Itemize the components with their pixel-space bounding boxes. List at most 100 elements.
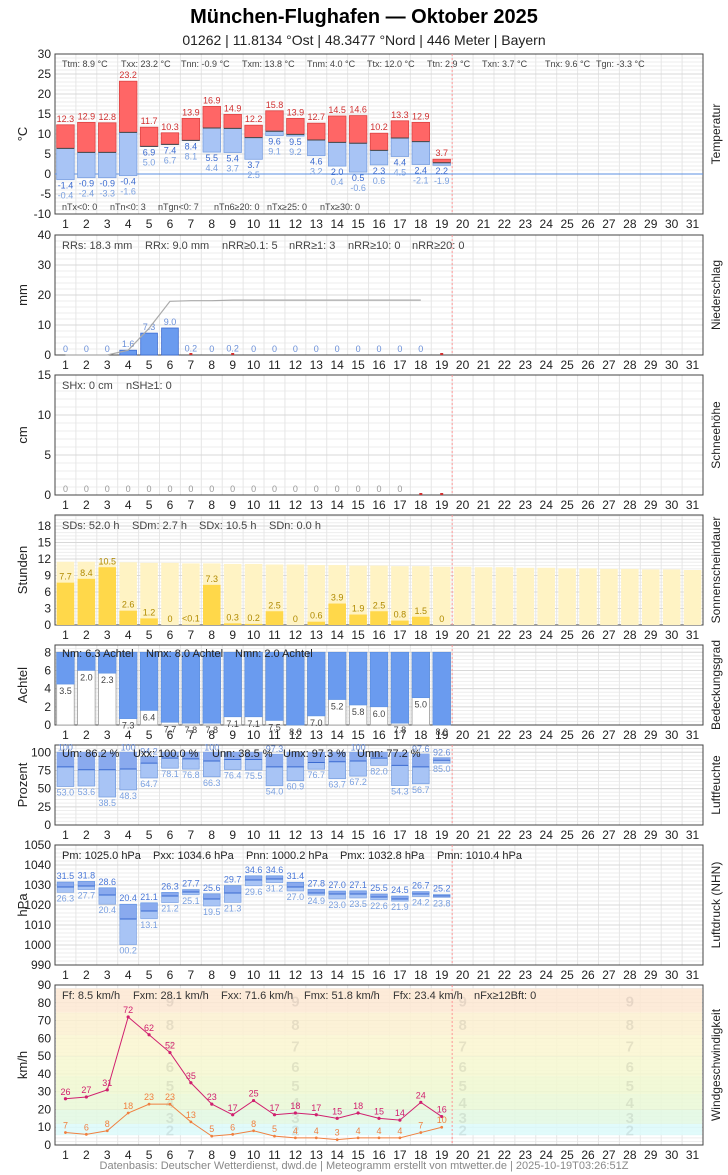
y-tick-label: 30 <box>38 258 52 272</box>
x-tick-label: 13 <box>310 217 324 231</box>
beaufort-label: 2 <box>291 1123 299 1140</box>
humidity-upper <box>245 752 262 760</box>
precip-label: 0 <box>356 344 361 354</box>
x-tick-label: 5 <box>146 828 153 842</box>
x-tick-label: 18 <box>414 358 428 372</box>
mean-wind-point <box>210 1134 214 1138</box>
x-tick-label: 12 <box>289 828 303 842</box>
y-tick-label: 0 <box>44 167 51 181</box>
x-tick-label: 30 <box>665 728 679 742</box>
x-tick-label: 24 <box>540 728 554 742</box>
sun-possible-bar <box>683 570 702 625</box>
stat-wind: Ff: 8.5 km/h <box>62 990 120 1002</box>
tmin-ground-label: 3.7 <box>226 163 239 173</box>
mean-wind-label: 7 <box>63 1121 68 1131</box>
x-tick-label: 21 <box>477 358 491 372</box>
x-tick-label: 5 <box>146 217 153 231</box>
y-tick-label: 6 <box>44 663 51 677</box>
cloud-bar <box>119 651 138 719</box>
x-tick-label: 14 <box>331 628 345 642</box>
x-tick-label: 1 <box>62 358 69 372</box>
pressure-lower <box>349 893 367 899</box>
sun-possible-bar <box>537 567 556 625</box>
sun-bar <box>140 618 158 625</box>
mean-wind-label: 6 <box>230 1122 235 1132</box>
x-tick-label: 22 <box>498 217 512 231</box>
x-tick-label: 10 <box>247 968 261 982</box>
x-tick-label: 6 <box>167 358 174 372</box>
beaufort-label: 3 <box>626 1110 634 1127</box>
cloud-label: 5.0 <box>415 700 428 710</box>
sun-bar <box>56 582 75 625</box>
mean-wind-point <box>84 1132 88 1136</box>
gust-label: 17 <box>228 1103 238 1113</box>
gust-label: 15 <box>374 1106 384 1116</box>
tmax-bar <box>181 118 201 141</box>
stat-wind: nFx≥12Bft: 0 <box>474 990 536 1002</box>
gust-label: 15 <box>332 1106 342 1116</box>
gust-point <box>105 1088 109 1092</box>
x-tick-label: 29 <box>644 728 658 742</box>
tmax-bar <box>307 122 326 141</box>
pressure-min-label: 29.6 <box>245 887 263 897</box>
mean-wind-label: 13 <box>186 1110 196 1120</box>
y-axis-label: mm <box>15 284 30 306</box>
sun-bar <box>349 614 367 625</box>
x-tick-label: 22 <box>498 968 512 982</box>
y-tick-label: 2 <box>44 700 51 714</box>
x-tick-label: 29 <box>644 828 658 842</box>
gust-point <box>251 1098 256 1103</box>
mean-wind-point <box>231 1132 235 1136</box>
x-tick-label: 30 <box>665 828 679 842</box>
mean-wind-point <box>293 1136 297 1140</box>
sun-bar <box>328 603 346 625</box>
x-tick-label: 27 <box>602 1148 616 1162</box>
precip-label: 1.6 <box>122 339 135 349</box>
tmax-bar <box>265 110 284 132</box>
x-tick-label: 27 <box>602 728 616 742</box>
x-tick-label: 15 <box>351 1148 365 1162</box>
tmax-label: 13.3 <box>391 110 409 120</box>
sun-bar <box>77 578 96 625</box>
snow-label: 0 <box>209 484 214 494</box>
humidity-upper <box>370 752 388 759</box>
gust-point <box>377 1116 381 1120</box>
x-tick-label: 11 <box>268 498 281 512</box>
tmin-ground-label: -0.6 <box>350 183 366 193</box>
sun-possible-bar <box>223 563 242 625</box>
x-tick-label: 4 <box>125 498 132 512</box>
x-tick-label: 25 <box>560 628 574 642</box>
x-tick-label: 23 <box>519 1148 533 1162</box>
x-tick-label: 16 <box>372 498 386 512</box>
sun-possible-bar <box>182 563 200 625</box>
x-tick-label: 2 <box>83 217 90 231</box>
x-tick-label: 13 <box>310 498 324 512</box>
x-tick-label: 24 <box>540 217 554 231</box>
pressure-min-label: 19.5 <box>203 907 221 917</box>
x-tick-label: 16 <box>372 1148 386 1162</box>
gust-label: 26 <box>60 1087 70 1097</box>
x-tick-label: 23 <box>519 968 533 982</box>
tmax-label: 13.9 <box>287 107 305 117</box>
sun-label: 7.7 <box>59 572 72 582</box>
beaufort-label: 5 <box>166 1078 174 1095</box>
x-tick-label: 10 <box>247 217 261 231</box>
snow-label: 0 <box>167 484 172 494</box>
tmin-ground-label: 9.2 <box>289 147 302 157</box>
tmax-label: 10.2 <box>370 122 388 132</box>
humidity-min-label: 48.3 <box>119 791 137 801</box>
x-tick-label: 8 <box>208 968 215 982</box>
x-tick-label: 25 <box>560 728 574 742</box>
precip-bar <box>161 327 179 356</box>
x-tick-label: 17 <box>393 358 407 372</box>
sun-possible-bar <box>579 568 597 625</box>
tmax-label: 12.9 <box>412 111 430 121</box>
gust-point <box>293 1111 297 1115</box>
sun-possible-bar <box>140 562 158 625</box>
x-tick-label: 2 <box>83 358 90 372</box>
side-label: Niederschlag <box>709 260 723 330</box>
tmax-bar <box>118 80 138 133</box>
humidity-upper <box>98 752 116 770</box>
x-tick-label: 21 <box>477 728 491 742</box>
